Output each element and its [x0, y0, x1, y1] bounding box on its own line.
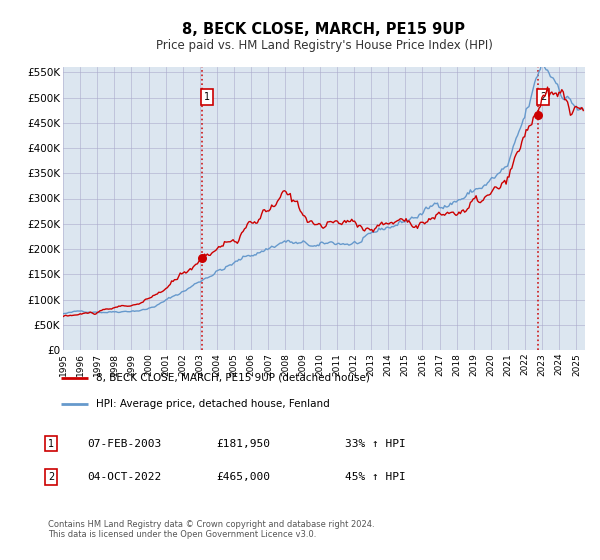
Text: Contains HM Land Registry data © Crown copyright and database right 2024.
This d: Contains HM Land Registry data © Crown c…: [48, 520, 374, 539]
Text: 07-FEB-2003: 07-FEB-2003: [87, 438, 161, 449]
Text: £465,000: £465,000: [216, 472, 270, 482]
Text: 8, BECK CLOSE, MARCH, PE15 9UP (detached house): 8, BECK CLOSE, MARCH, PE15 9UP (detached…: [95, 373, 370, 383]
Point: [533, 111, 543, 120]
Text: £181,950: £181,950: [216, 438, 270, 449]
Text: 8, BECK CLOSE, MARCH, PE15 9UP: 8, BECK CLOSE, MARCH, PE15 9UP: [182, 22, 466, 38]
Text: 1: 1: [48, 438, 54, 449]
Text: HPI: Average price, detached house, Fenland: HPI: Average price, detached house, Fenl…: [95, 399, 329, 409]
Text: 2: 2: [48, 472, 54, 482]
Text: 1: 1: [204, 92, 210, 102]
Text: Price paid vs. HM Land Registry's House Price Index (HPI): Price paid vs. HM Land Registry's House …: [155, 39, 493, 52]
Point: [197, 254, 206, 263]
Text: 2: 2: [540, 92, 546, 102]
Text: 33% ↑ HPI: 33% ↑ HPI: [345, 438, 406, 449]
Text: 04-OCT-2022: 04-OCT-2022: [87, 472, 161, 482]
Text: 45% ↑ HPI: 45% ↑ HPI: [345, 472, 406, 482]
